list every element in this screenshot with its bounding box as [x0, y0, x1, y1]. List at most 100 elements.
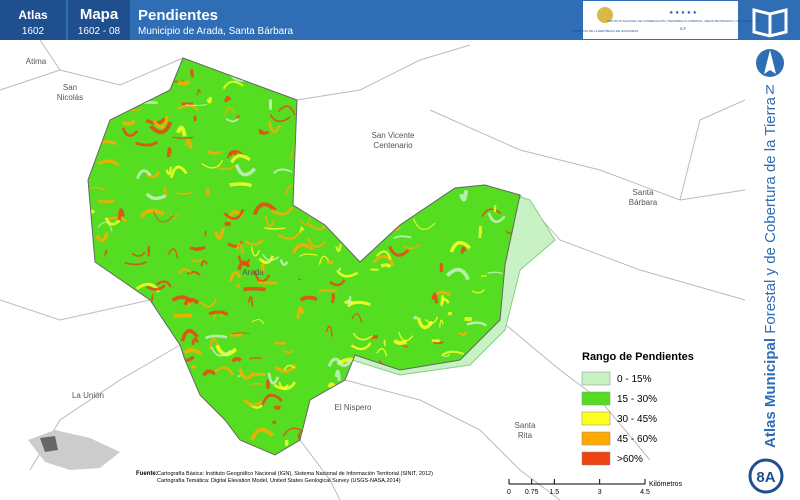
slope-patch	[299, 226, 304, 233]
slope-patch	[347, 296, 352, 306]
slope-patch	[264, 215, 276, 228]
slope-patch	[204, 230, 207, 237]
slope-patch	[168, 208, 181, 219]
slope-patch	[493, 205, 497, 213]
slope-patch	[231, 356, 242, 363]
slope-patch	[336, 269, 359, 278]
icf-short: ICF	[680, 26, 687, 31]
slope-patch	[183, 348, 203, 356]
slope-patch	[380, 263, 392, 269]
place-label: Santa Rita	[515, 421, 536, 440]
slope-patch	[439, 319, 444, 328]
slope-patch	[392, 339, 408, 345]
slope-patch	[214, 227, 225, 240]
slope-patch	[247, 296, 254, 307]
slope-patch	[261, 393, 283, 406]
place-line: El Nispero	[335, 403, 372, 412]
slope-patch	[202, 369, 217, 377]
slope-patch	[250, 246, 260, 257]
slope-patch	[208, 310, 229, 317]
slope-patch	[250, 427, 275, 441]
slope-patch	[180, 329, 199, 342]
slope-patch	[150, 294, 154, 302]
slope-patch	[432, 341, 444, 345]
slope-patch	[124, 260, 147, 266]
map-code: 1602 - 08	[78, 26, 121, 37]
slope-patch	[388, 245, 410, 257]
place-line: Bárbara	[629, 198, 658, 207]
place-label: La Unión	[72, 391, 104, 400]
gov-logo-text: GOBIERNO DE LA REPÚBLICA DE HONDURAS	[572, 28, 638, 33]
slope-patch	[208, 337, 219, 350]
slope-patch	[283, 364, 296, 371]
slope-patch	[298, 253, 318, 257]
slope-patch	[235, 283, 241, 289]
scale-tick-label: 4.5	[640, 489, 650, 496]
slope-patch	[97, 198, 116, 204]
source-label: Fuente:	[136, 471, 158, 477]
slope-patch	[226, 150, 245, 159]
slope-patch	[234, 163, 257, 177]
slope-patch	[252, 202, 277, 216]
side-banner: Atlas Municipal Forestal y de Cobertura …	[762, 96, 779, 448]
scale-tick-label: 0	[507, 489, 511, 496]
slope-patch	[237, 260, 251, 271]
slope-patch	[299, 214, 312, 226]
slope-patch	[277, 105, 296, 116]
slope-patch	[251, 382, 263, 386]
slope-patch	[481, 208, 502, 217]
slope-patch	[402, 243, 420, 250]
slope-patch	[149, 121, 173, 135]
slope-patch	[350, 342, 372, 351]
slope-patch	[449, 240, 472, 253]
place-line: Rita	[518, 431, 533, 440]
slope-patch	[139, 208, 165, 218]
slope-patch	[352, 332, 374, 341]
slope-patch	[121, 127, 139, 137]
slope-patch	[253, 372, 267, 377]
slope-patch	[268, 121, 281, 134]
slope-patch	[224, 95, 232, 103]
slope-patch	[431, 292, 439, 304]
slope-patch	[325, 325, 333, 337]
legend-label: 0 - 15%	[617, 374, 652, 385]
slope-patch	[272, 168, 293, 175]
slope-patch	[189, 69, 194, 78]
slope-patch	[97, 159, 120, 167]
slope-patch	[334, 369, 341, 381]
slope-patch	[383, 339, 386, 347]
place-label: Atima	[26, 57, 47, 66]
place-line: La Unión	[72, 391, 104, 400]
slope-patch	[235, 242, 245, 255]
slope-patch	[258, 255, 275, 265]
inset-department	[40, 436, 58, 452]
map-box	[68, 0, 130, 40]
slope-patch	[277, 231, 301, 240]
place-line: Atima	[26, 57, 47, 66]
legend-swatch	[581, 411, 611, 426]
slope-patch	[177, 80, 191, 86]
slope-patch	[441, 350, 464, 357]
gov-emblem	[597, 7, 613, 23]
slope-patch	[162, 186, 168, 197]
scale-unit: Kilómetros	[649, 481, 683, 488]
boundaries	[0, 39, 746, 500]
place-line: Arada	[242, 268, 264, 277]
slope-patch	[237, 255, 251, 266]
slope-patch	[95, 232, 109, 243]
slope-patch	[318, 289, 338, 293]
slope-patch	[291, 243, 315, 254]
legend-label: >60%	[617, 454, 643, 465]
slope-patch	[205, 334, 228, 340]
slope-patch	[457, 331, 468, 337]
atlas-code: 1602	[22, 26, 45, 37]
slope-patch	[237, 374, 242, 377]
place-label: Santa Bárbara	[629, 188, 658, 207]
slope-patch	[393, 235, 412, 240]
place-label: San Vicente Centenario	[372, 131, 416, 150]
slope-patch	[229, 333, 243, 337]
slope-patch	[372, 255, 395, 267]
slope-patch	[153, 211, 174, 223]
slope-patch	[184, 139, 193, 149]
slope-patch	[152, 115, 169, 129]
